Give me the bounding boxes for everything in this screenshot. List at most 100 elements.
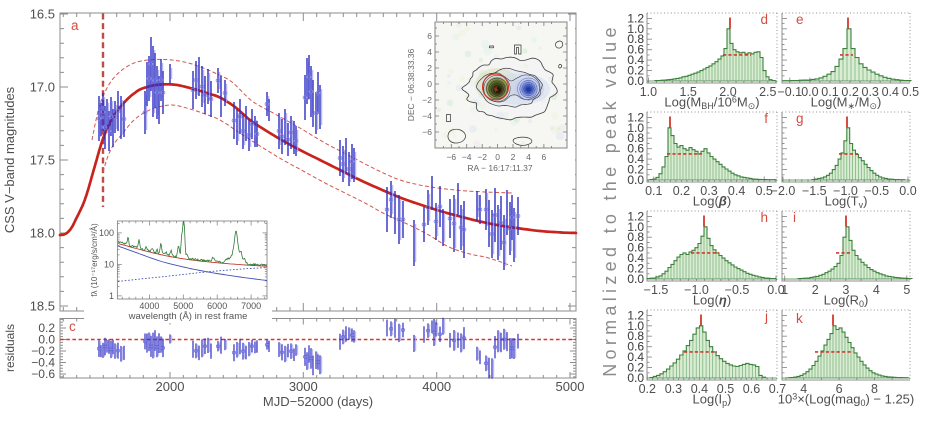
svg-text:0.0: 0.0 [627, 74, 644, 88]
svg-text:0.2: 0.2 [627, 361, 644, 375]
svg-text:k: k [796, 311, 803, 326]
svg-text:0.4: 0.4 [627, 53, 644, 67]
svg-text:0.8: 0.8 [627, 230, 644, 244]
svg-text:1.0: 1.0 [640, 85, 657, 99]
svg-text:0.6: 0.6 [627, 241, 644, 255]
svg-text:MJD−52000 (days): MJD−52000 (days) [263, 394, 373, 409]
svg-text:0.6: 0.6 [627, 340, 644, 354]
svg-text:0.3: 0.3 [700, 184, 717, 198]
svg-text:0.8: 0.8 [627, 230, 644, 244]
svg-text:Log(R0): Log(R0) [824, 293, 869, 310]
svg-text:f: f [764, 111, 768, 126]
svg-text:−0.6: −0.6 [31, 367, 55, 381]
svg-text:1.2: 1.2 [627, 209, 644, 223]
svg-text:5000: 5000 [173, 301, 193, 311]
svg-text:0.2: 0.2 [673, 184, 690, 198]
svg-text:0.8: 0.8 [627, 131, 644, 145]
svg-text:CSS V−band magnitudes: CSS V−band magnitudes [2, 86, 17, 233]
svg-text:0.8: 0.8 [627, 32, 644, 46]
svg-text:Log(Tv): Log(Tv) [825, 194, 868, 211]
svg-text:0.7: 0.7 [769, 382, 786, 396]
svg-text:0.0: 0.0 [627, 173, 644, 187]
svg-text:0.0: 0.0 [627, 74, 644, 88]
svg-text:0.4: 0.4 [627, 152, 644, 166]
svg-text:0.6: 0.6 [743, 382, 760, 396]
svg-text:1.2: 1.2 [627, 110, 644, 124]
svg-text:0.5: 0.5 [902, 85, 919, 99]
svg-text:−4: −4 [422, 111, 432, 121]
svg-text:0.2: 0.2 [841, 85, 858, 99]
svg-text:5000: 5000 [556, 379, 585, 394]
svg-text:−0.1: −0.1 [777, 85, 802, 99]
svg-text:2.0: 2.0 [719, 85, 736, 99]
svg-text:0.4: 0.4 [627, 350, 644, 364]
svg-text:1.0: 1.0 [627, 121, 644, 135]
svg-text:3: 3 [842, 283, 849, 297]
svg-text:−0.4: −0.4 [31, 356, 55, 370]
svg-text:1.2: 1.2 [627, 308, 644, 322]
svg-text:1.0: 1.0 [627, 319, 644, 333]
svg-text:0.6: 0.6 [627, 241, 644, 255]
svg-text:e: e [796, 12, 804, 27]
svg-text:0.2: 0.2 [627, 361, 644, 375]
svg-text:0.2: 0.2 [38, 321, 55, 335]
svg-text:2.5: 2.5 [759, 85, 776, 99]
svg-text:1.2: 1.2 [627, 110, 644, 124]
svg-text:−4: −4 [462, 152, 472, 162]
svg-text:7000: 7000 [241, 301, 261, 311]
svg-text:−6: −6 [422, 127, 432, 137]
svg-text:−0.5: −0.5 [725, 283, 750, 297]
svg-text:103×(Log(mag0) − 1.25): 103×(Log(mag0) − 1.25) [778, 392, 915, 409]
svg-text:1.0: 1.0 [627, 319, 644, 333]
svg-text:0.8: 0.8 [627, 329, 644, 343]
svg-text:17.5: 17.5 [30, 153, 55, 168]
svg-text:1: 1 [781, 283, 788, 297]
svg-text:1.0: 1.0 [627, 220, 644, 234]
svg-text:Log(Ip): Log(Ip) [693, 392, 732, 409]
svg-text:0.3: 0.3 [665, 382, 682, 396]
svg-text:1.2: 1.2 [627, 308, 644, 322]
svg-text:0.4: 0.4 [691, 382, 708, 396]
svg-text:4: 4 [526, 152, 531, 162]
svg-text:0.3: 0.3 [862, 85, 879, 99]
svg-text:0.4: 0.4 [627, 350, 644, 364]
svg-text:1.5: 1.5 [680, 85, 697, 99]
svg-text:residuals: residuals [3, 324, 17, 372]
svg-text:0.8: 0.8 [627, 131, 644, 145]
svg-text:DEC − 06:38:33.36: DEC − 06:38:33.36 [406, 48, 416, 121]
svg-text:18.5: 18.5 [30, 299, 55, 314]
svg-text:i: i [793, 210, 796, 225]
svg-text:a: a [71, 18, 79, 33]
svg-text:j: j [764, 309, 768, 324]
svg-text:−2: −2 [477, 152, 487, 162]
svg-text:0.1: 0.1 [821, 85, 838, 99]
svg-text:0.0: 0.0 [899, 184, 916, 198]
svg-text:4: 4 [427, 47, 432, 57]
svg-text:0.8: 0.8 [627, 32, 644, 46]
svg-text:0.0: 0.0 [801, 85, 818, 99]
svg-text:0.0: 0.0 [627, 173, 644, 187]
svg-text:0.5: 0.5 [717, 382, 734, 396]
svg-text:0.2: 0.2 [627, 163, 644, 177]
svg-text:0.2: 0.2 [627, 262, 644, 276]
svg-text:4: 4 [873, 283, 880, 297]
svg-text:−1.0: −1.0 [833, 184, 858, 198]
svg-text:−2: −2 [422, 95, 432, 105]
svg-text:Log(β): Log(β) [693, 194, 731, 209]
svg-text:8: 8 [871, 382, 878, 396]
svg-text:2: 2 [427, 63, 432, 73]
svg-text:h: h [760, 210, 768, 225]
svg-text:wavelength (Å) in rest frame: wavelength (Å) in rest frame [128, 311, 248, 322]
svg-text:0.0: 0.0 [627, 371, 644, 385]
svg-text:100: 100 [99, 228, 114, 238]
svg-text:0.2: 0.2 [627, 163, 644, 177]
svg-text:0.0: 0.0 [627, 272, 644, 286]
svg-text:−2.0: −2.0 [771, 184, 796, 198]
svg-text:−0.2: −0.2 [31, 344, 55, 358]
svg-text:2: 2 [812, 283, 819, 297]
svg-text:−1.0: −1.0 [684, 283, 709, 297]
svg-text:−1.5: −1.5 [802, 184, 827, 198]
svg-text:g: g [796, 111, 804, 126]
svg-text:3000: 3000 [289, 379, 318, 394]
svg-text:−0.5: −0.5 [864, 184, 889, 198]
